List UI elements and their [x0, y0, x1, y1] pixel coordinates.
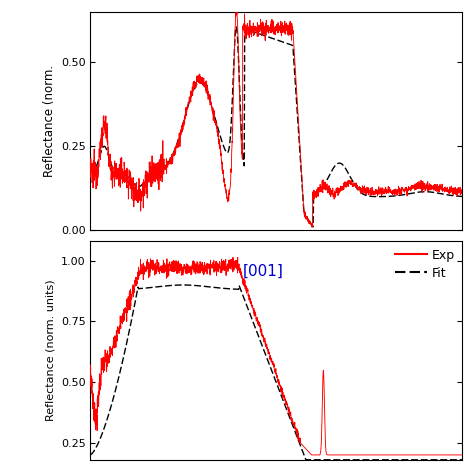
Text: [001]: [001]: [243, 264, 283, 279]
Y-axis label: Reflectance (norm.: Reflectance (norm.: [43, 65, 55, 177]
Legend: Exp, Fit: Exp, Fit: [390, 244, 460, 285]
Y-axis label: Reflectance (norm. units): Reflectance (norm. units): [46, 280, 55, 421]
